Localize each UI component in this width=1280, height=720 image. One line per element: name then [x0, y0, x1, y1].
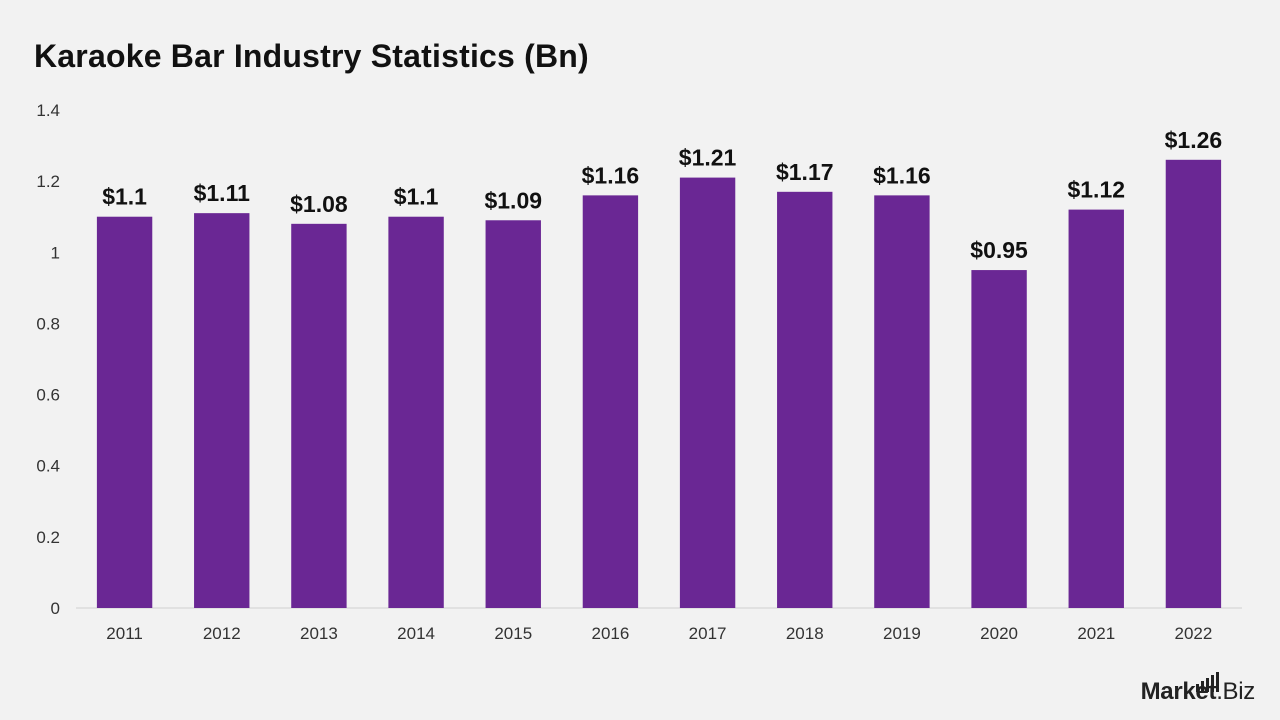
bar-2017 [679, 177, 736, 609]
y-tick-label: 0.8 [36, 314, 60, 333]
bar-2012 [194, 213, 250, 608]
bar-2014 [388, 216, 444, 608]
data-label: $1.1 [394, 184, 439, 210]
bar-2020 [971, 270, 1027, 608]
data-label: $1.26 [1165, 127, 1223, 153]
data-label: $1.11 [194, 180, 250, 206]
brand-name-light: .Biz [1216, 678, 1255, 705]
bar-2019 [874, 195, 930, 608]
data-label: $1.16 [582, 162, 640, 188]
x-tick-label: 2012 [203, 624, 241, 643]
y-tick-label: 0.4 [36, 457, 60, 476]
data-label: $1.16 [873, 162, 931, 188]
x-tick-label: 2017 [689, 624, 727, 643]
bar-2018 [777, 191, 833, 609]
data-labels-group: $1.1 $1.11 $1.08 $1.1 $1.09 $1.16 $1.21 $1.17 $1… [102, 127, 1222, 263]
x-tick-label: 2018 [786, 624, 824, 643]
chart-title: Karaoke Bar Industry Statistics (Bn) [34, 38, 589, 74]
x-axis: 2011 2012 2013 2014 2015 2016 2017 2018 2019 2020… [106, 624, 1212, 643]
brand-logo: Market.Biz [1141, 672, 1256, 706]
bar-2016 [582, 195, 639, 608]
data-label: $1.12 [1067, 177, 1125, 203]
y-axis: 0 0.2 0.4 0.6 0.8 1 1.2 1.4 [36, 101, 60, 618]
y-tick-label: 0.2 [36, 528, 60, 547]
bars-group [96, 159, 1222, 609]
x-tick-label: 2016 [592, 624, 630, 643]
data-label: $1.21 [679, 145, 737, 171]
bar-2015 [485, 220, 541, 608]
y-tick-label: 1 [51, 243, 60, 262]
data-label: $1.1 [102, 184, 147, 210]
data-label: $1.08 [290, 191, 348, 217]
y-tick-label: 0.6 [36, 386, 60, 405]
y-tick-label: 1.2 [36, 172, 60, 191]
bar-2011 [96, 216, 153, 608]
y-tick-label: 0 [51, 599, 60, 618]
x-tick-label: 2011 [106, 624, 143, 643]
bar-2013 [291, 223, 347, 609]
data-label: $1.17 [776, 159, 834, 185]
x-tick-label: 2019 [883, 624, 921, 643]
data-label: $1.09 [484, 187, 542, 213]
y-tick-label: 1.4 [36, 101, 60, 120]
bar-2021 [1068, 209, 1124, 608]
x-tick-label: 2020 [980, 624, 1018, 643]
x-tick-label: 2013 [300, 624, 338, 643]
x-tick-label: 2014 [397, 624, 435, 643]
data-label: $0.95 [970, 237, 1028, 263]
bar-2022 [1165, 159, 1222, 609]
x-tick-label: 2021 [1077, 624, 1115, 643]
x-tick-label: 2015 [494, 624, 532, 643]
x-tick-label: 2022 [1175, 624, 1213, 643]
